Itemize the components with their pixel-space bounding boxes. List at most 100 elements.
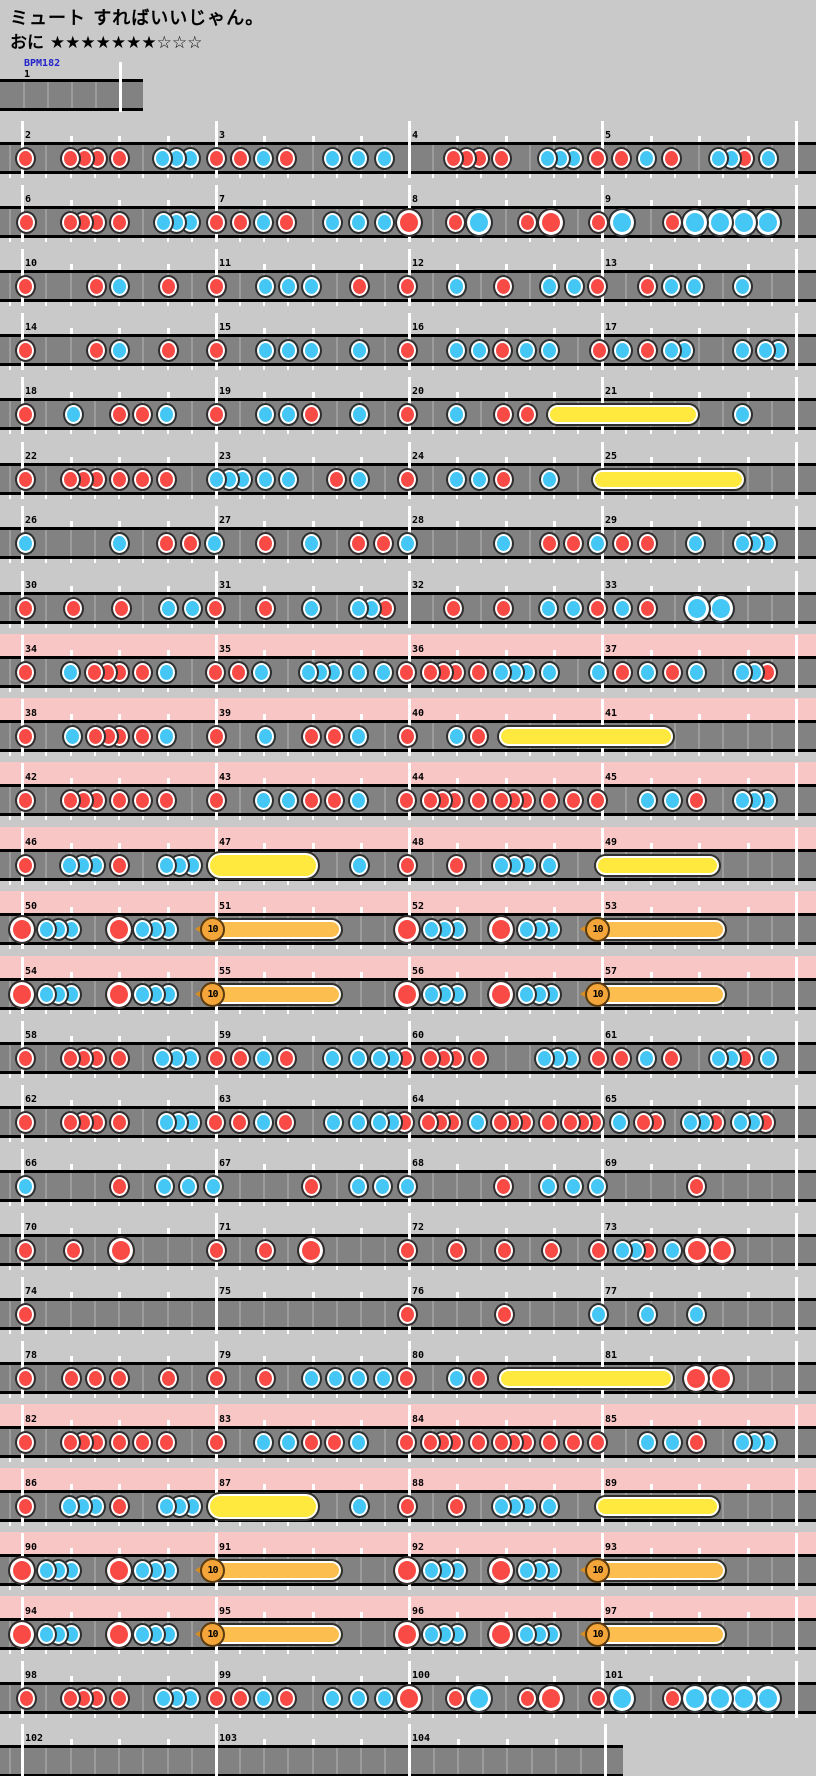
divider-stub xyxy=(625,302,627,306)
divider-stub xyxy=(9,174,11,178)
beat-tick xyxy=(118,907,121,913)
grid-divider xyxy=(384,1621,386,1647)
beat-tick xyxy=(505,200,508,206)
beat-tick xyxy=(118,136,121,142)
measure-number-label: 37 xyxy=(605,644,618,655)
divider-stub xyxy=(505,752,507,756)
beat-tick xyxy=(698,843,701,849)
divider-stub xyxy=(650,238,652,242)
ka-note xyxy=(372,1366,394,1390)
grid-divider xyxy=(747,1301,749,1327)
grid-divider xyxy=(94,1301,96,1327)
grid-divider xyxy=(94,1557,96,1583)
divider-stub xyxy=(287,881,289,885)
divider-stub xyxy=(9,366,11,370)
divider-stub xyxy=(287,688,289,692)
bpm-label: BPM182 xyxy=(24,58,61,69)
ka-note xyxy=(205,467,227,491)
divider-stub xyxy=(553,495,555,499)
divider-stub xyxy=(336,816,338,820)
grid-divider xyxy=(142,530,144,556)
divider-stub xyxy=(287,1394,289,1398)
measure-number-label: 96 xyxy=(412,1606,425,1617)
divider-stub xyxy=(505,1458,507,1462)
divider-stub xyxy=(577,1330,579,1334)
don-note xyxy=(516,1686,538,1710)
measure-number-label: 48 xyxy=(412,837,425,848)
grid-divider xyxy=(239,1429,241,1455)
divider-stub xyxy=(191,1650,193,1654)
grid-divider xyxy=(384,1429,386,1455)
divider-stub xyxy=(312,430,314,434)
grid-divider xyxy=(432,401,434,427)
divider-stub xyxy=(94,1714,96,1718)
divider-stub xyxy=(456,1138,458,1142)
ka-note xyxy=(420,1622,442,1646)
divider-stub xyxy=(577,1522,579,1526)
divider-stub xyxy=(94,1586,96,1590)
grid-divider xyxy=(360,1301,362,1327)
divider-stub xyxy=(771,430,773,434)
beat-tick xyxy=(360,200,363,206)
grid-divider xyxy=(553,1301,555,1327)
divider-stub xyxy=(360,1650,362,1654)
divider-stub xyxy=(9,1330,11,1334)
grid-divider xyxy=(505,1685,507,1711)
grid-divider xyxy=(312,1301,314,1327)
don-note xyxy=(204,660,226,684)
ka-note xyxy=(347,210,369,234)
grid-divider xyxy=(9,1301,11,1327)
divider-stub xyxy=(625,366,627,370)
beat-tick xyxy=(167,1676,170,1682)
measure-number-label: 26 xyxy=(25,515,38,526)
grid-divider xyxy=(506,1748,508,1774)
beat-tick xyxy=(698,200,701,206)
beat-tick xyxy=(263,1420,266,1426)
grid-divider xyxy=(191,723,193,749)
ka-note xyxy=(35,917,57,941)
beat-tick xyxy=(312,907,315,913)
don-note xyxy=(157,338,179,362)
divider-stub xyxy=(674,495,676,499)
ka-note xyxy=(707,146,729,170)
divider-stub xyxy=(505,1138,507,1142)
beat-tick xyxy=(698,392,701,398)
beat-tick xyxy=(747,1228,750,1234)
beat-tick xyxy=(360,1036,363,1042)
divider-stub xyxy=(674,1266,676,1270)
divider-stub xyxy=(698,366,700,370)
beat-tick xyxy=(167,1100,170,1106)
don-note xyxy=(587,1238,609,1262)
divider-stub xyxy=(553,1714,555,1718)
beat-tick xyxy=(698,264,701,270)
divider-stub xyxy=(336,1714,338,1718)
don-note xyxy=(254,1366,276,1390)
band-border xyxy=(0,108,143,111)
grid-divider xyxy=(577,852,579,878)
divider-stub xyxy=(70,366,72,370)
big-don-note xyxy=(8,979,36,1009)
divider-stub xyxy=(480,1138,482,1142)
grid-divider xyxy=(674,723,676,749)
beat-tick xyxy=(360,972,363,978)
divider-stub xyxy=(456,495,458,499)
divider-stub xyxy=(625,1650,627,1654)
divider-stub xyxy=(360,1138,362,1142)
measure-number-label: 30 xyxy=(25,580,38,591)
divider-stub xyxy=(167,366,169,370)
divider-stub xyxy=(239,881,241,885)
measure-number-label: 57 xyxy=(605,966,618,977)
ka-note xyxy=(347,146,369,170)
beat-tick xyxy=(263,136,266,142)
don-note xyxy=(14,1366,36,1390)
ka-note xyxy=(181,596,203,620)
divider-stub xyxy=(674,366,676,370)
beat-tick xyxy=(70,1676,73,1682)
grid-divider xyxy=(771,1365,773,1391)
big-ka-note xyxy=(465,1683,493,1713)
beat-tick xyxy=(70,907,73,913)
divider-stub xyxy=(674,945,676,949)
beat-tick xyxy=(360,457,363,463)
beat-tick xyxy=(118,1036,121,1042)
grid-divider xyxy=(384,337,386,363)
